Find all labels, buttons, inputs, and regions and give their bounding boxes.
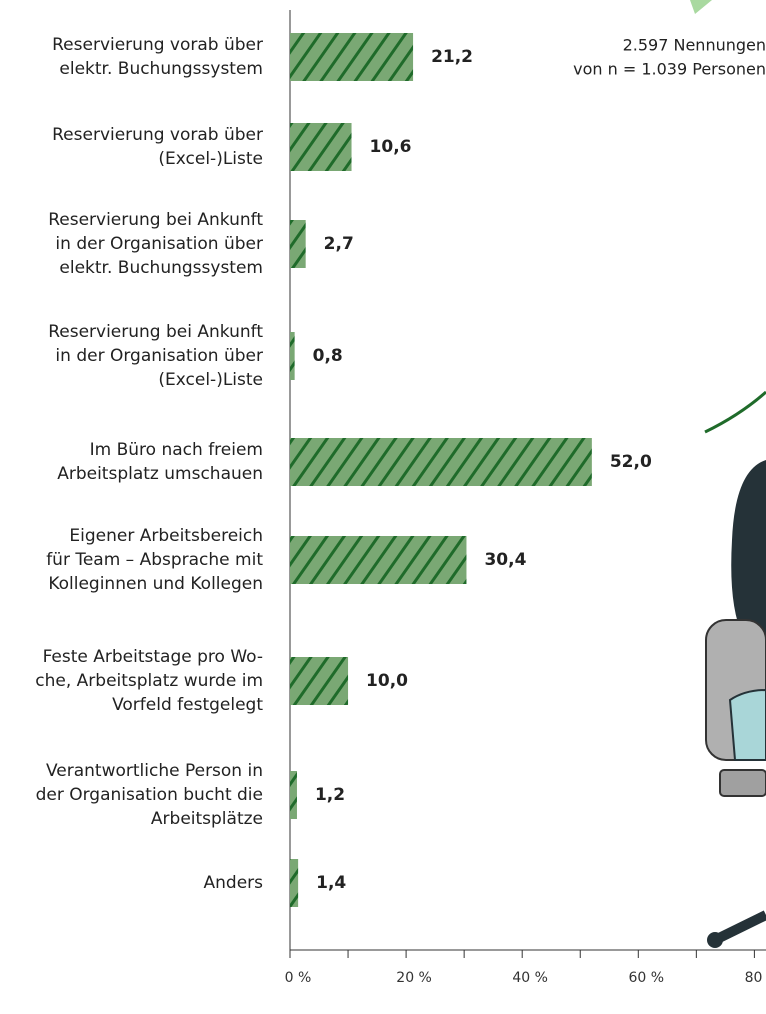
category-label: Arbeitsplätze: [151, 809, 263, 829]
value-label: 10,0: [366, 671, 408, 691]
x-tick-label: 20 %: [396, 970, 432, 986]
category-label: Reservierung bei Ankunft: [48, 210, 263, 230]
bar: [290, 536, 466, 584]
category-label: che, Arbeitsplatz wurde im: [35, 671, 263, 691]
category-label: Reservierung vorab über: [52, 125, 263, 145]
category-label: Im Büro nach freiem: [90, 440, 263, 460]
value-label: 30,4: [484, 550, 526, 570]
bar: [290, 657, 348, 705]
category-label: in der Organisation über: [55, 234, 263, 254]
value-label: 0,8: [313, 346, 343, 366]
category-label: Reservierung bei Ankunft: [48, 322, 263, 342]
x-tick-label: 60 %: [629, 970, 665, 986]
category-label: elektr. Buchungssystem: [59, 59, 263, 79]
category-label: Vorfeld festgelegt: [112, 695, 263, 715]
illustration: [690, 0, 766, 948]
x-tick-label: 40 %: [512, 970, 548, 986]
annotation: von n = 1.039 Personen: [573, 60, 766, 79]
bar: [290, 771, 297, 819]
value-label: 10,6: [370, 137, 412, 157]
category-label: elektr. Buchungssystem: [59, 258, 263, 278]
value-label: 1,2: [315, 785, 345, 805]
category-label: Anders: [204, 873, 264, 893]
category-label: Reservierung vorab über: [52, 35, 263, 55]
bar: [290, 859, 298, 907]
chart: 2.597 Nennungen von n = 1.039 Personen 0…: [0, 0, 766, 1014]
bar: [290, 438, 592, 486]
bar: [290, 33, 413, 81]
category-label: Feste Arbeitstage pro Wo-: [43, 647, 263, 667]
bar: [290, 220, 306, 268]
category-label: (Excel-)Liste: [158, 370, 263, 390]
category-label: Kolleginnen und Kollegen: [48, 574, 263, 594]
value-label: 1,4: [316, 873, 346, 893]
value-label: 21,2: [431, 47, 473, 67]
category-label: für Team – Absprache mit: [46, 550, 263, 570]
annotation: 2.597 Nennungen: [623, 36, 766, 55]
bar: [290, 123, 352, 171]
value-label: 52,0: [610, 452, 652, 472]
category-label: Eigener Arbeitsbereich: [69, 526, 263, 546]
x-tick-label: 0 %: [285, 970, 312, 986]
category-label: der Organisation bucht die: [36, 785, 263, 805]
category-label: in der Organisation über: [55, 346, 263, 366]
value-label: 2,7: [324, 234, 354, 254]
bar: [290, 332, 295, 380]
category-label: Arbeitsplatz umschauen: [57, 464, 263, 484]
category-label: (Excel-)Liste: [158, 149, 263, 169]
category-label: Verantwortliche Person in: [46, 761, 263, 781]
x-tick-label: 80 %: [745, 970, 766, 986]
